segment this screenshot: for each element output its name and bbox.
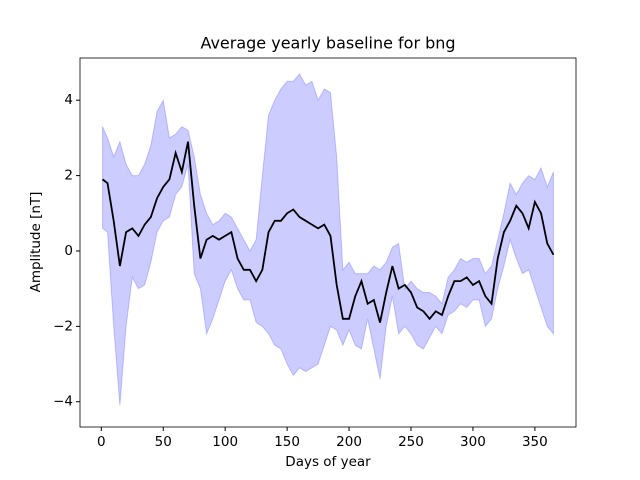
x-tick-label: 200 <box>336 434 362 450</box>
mean-line <box>102 141 555 323</box>
chart-title: Average yearly baseline for bng <box>200 34 455 53</box>
x-tick-label: 250 <box>398 434 424 450</box>
x-tick-label: 100 <box>212 434 238 450</box>
y-tick-label: 0 <box>64 243 73 259</box>
y-tick-label: −2 <box>53 318 73 334</box>
y-axis-label: Amplitude [nT] <box>28 192 44 293</box>
x-tick-label: 50 <box>155 434 172 450</box>
x-tick-label: 150 <box>274 434 300 450</box>
x-tick-label: 0 <box>97 434 106 450</box>
y-tick-label: 4 <box>64 92 73 108</box>
y-tick-label: 2 <box>64 168 73 184</box>
x-tick-label: 300 <box>460 434 486 450</box>
y-tick-label: −4 <box>53 394 73 410</box>
x-tick-label: 350 <box>522 434 548 450</box>
band-area <box>102 72 554 406</box>
x-axis-label: Days of year <box>285 454 371 470</box>
plot-frame <box>79 57 577 428</box>
